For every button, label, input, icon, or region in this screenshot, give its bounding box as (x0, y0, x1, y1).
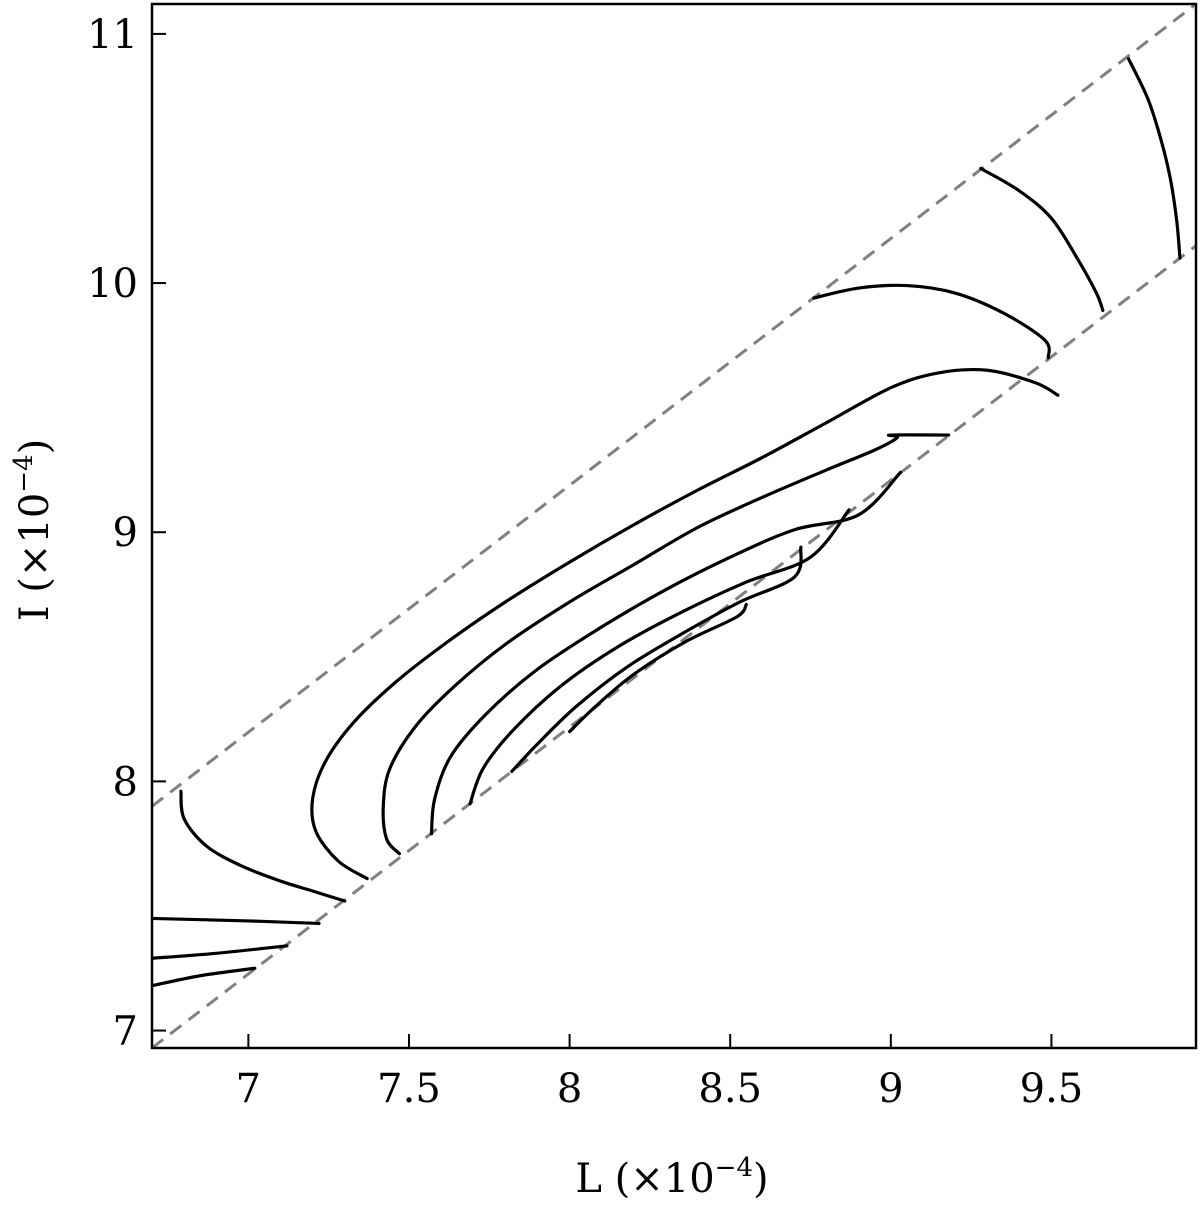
plot-frame (150, 2, 1198, 1050)
x-axis-label: L (×10−4) (575, 1153, 768, 1202)
y-axis: 7 8 9 10 11 (87, 12, 166, 1055)
y-axis-label-base: I (×10 (12, 493, 58, 622)
x-axis-label-exp: −4 (715, 1153, 753, 1183)
bound-lines (152, 4, 1196, 1048)
contour-line-12 (979, 166, 1105, 313)
x-tick-label: 8 (557, 1066, 582, 1112)
y-axis-label: I (×10−4) (9, 439, 58, 621)
contour-line-4 (179, 789, 347, 903)
contour-line-9 (510, 545, 803, 774)
x-tick-label: 9.5 (1020, 1066, 1084, 1112)
contour-line-3 (152, 916, 321, 926)
contour-line-2 (152, 944, 289, 960)
contour-line-7 (429, 470, 903, 836)
y-tick-label: 11 (87, 12, 138, 58)
x-tick-label: 9 (878, 1066, 903, 1112)
contour-line-10 (568, 602, 748, 734)
y-tick-label: 9 (113, 510, 138, 556)
y-axis-label-tail: ) (12, 439, 58, 455)
contour-line-1 (152, 966, 257, 988)
y-tick-label: 8 (113, 759, 138, 805)
bound-line-2 (152, 244, 1196, 1048)
contour-line-8 (468, 508, 851, 806)
contour-line-11 (812, 283, 1051, 360)
x-tick-label: 7 (236, 1066, 261, 1112)
contour-line-6 (381, 433, 951, 856)
contour-line-5 (310, 367, 1060, 881)
contour-line-13 (1126, 57, 1182, 260)
x-tick-label: 7.5 (377, 1066, 441, 1112)
x-axis: 7 7.5 8 8.5 9 9.5 (236, 1034, 1084, 1112)
x-axis-label-tail: ) (753, 1156, 769, 1202)
x-axis-label-base: L (×10 (575, 1156, 714, 1202)
contour-lines (152, 57, 1182, 988)
x-tick-label: 8.5 (698, 1066, 762, 1112)
y-tick-label: 10 (87, 261, 138, 307)
y-tick-label: 7 (113, 1009, 138, 1055)
y-axis-label-exp: −4 (9, 454, 39, 492)
bound-line-1 (152, 4, 1196, 808)
